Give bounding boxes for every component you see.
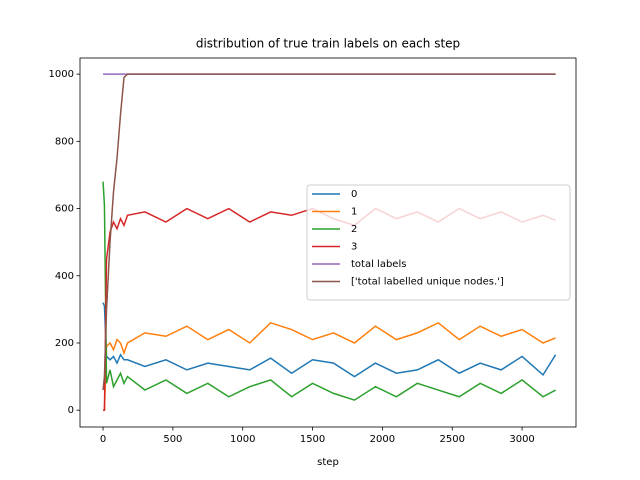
y-tick-label: 400 — [55, 271, 74, 282]
x-tick-label: 1500 — [300, 434, 325, 445]
x-tick-label: 3000 — [509, 434, 534, 445]
x-tick-label: 500 — [163, 434, 182, 445]
x-axis-label: step — [317, 457, 339, 468]
y-tick-label: 800 — [55, 136, 74, 147]
legend-label: ['total labelled unique nodes.'] — [351, 277, 504, 288]
legend-label: 3 — [351, 242, 357, 253]
y-tick-label: 0 — [68, 405, 74, 416]
y-tick-label: 200 — [55, 338, 74, 349]
legend: 0 1 2 3 total labels ['total labelled unique … — [306, 184, 571, 301]
y-tick-label: 1000 — [49, 69, 74, 80]
series-line — [102, 73, 556, 391]
legend-label: 0 — [351, 189, 357, 200]
x-tick-label: 2500 — [440, 434, 465, 445]
legend-label: 2 — [351, 224, 357, 235]
chart-title: distribution of true train labels on eac… — [196, 37, 460, 51]
legend-box — [306, 184, 571, 301]
series-line — [102, 181, 556, 401]
y-tick-label: 600 — [55, 204, 74, 215]
plot-frame — [79, 57, 577, 428]
legend-label: total labels — [351, 259, 406, 270]
legend-label: 1 — [351, 207, 357, 218]
x-tick-label: 0 — [100, 434, 106, 445]
x-tick-label: 2000 — [370, 434, 395, 445]
x-tick-label: 1000 — [230, 434, 255, 445]
series-line — [102, 302, 557, 378]
series-line — [103, 321, 556, 411]
